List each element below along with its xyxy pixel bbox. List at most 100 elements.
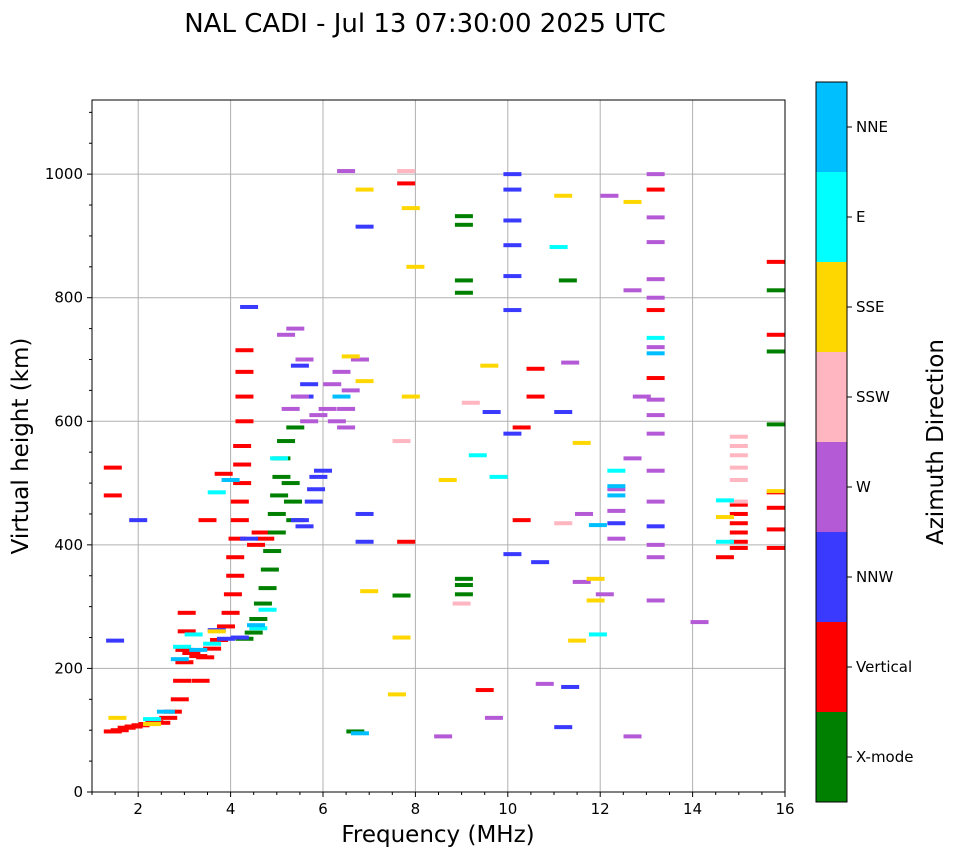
data-point-w [484, 715, 503, 720]
data-point-x-mode [558, 278, 577, 283]
data-point-w [341, 388, 360, 393]
data-point-vertical [766, 545, 785, 550]
data-point-ssw [392, 439, 411, 444]
data-point-vertical [170, 697, 189, 702]
data-point-ssw [729, 499, 748, 504]
data-point-x-mode [272, 474, 291, 479]
data-point-x-mode [283, 499, 302, 504]
data-point-sse [406, 264, 425, 269]
data-point-nnw [230, 635, 249, 640]
data-point-nnw [355, 224, 374, 229]
data-point-x-mode [766, 349, 785, 354]
data-point-w [646, 431, 665, 436]
data-point-nne [170, 657, 189, 662]
data-point-x-mode [253, 601, 272, 606]
data-point-sse [108, 715, 127, 720]
data-point-nnw [355, 511, 374, 516]
data-point-vertical [646, 187, 665, 192]
data-point-vertical [526, 366, 545, 371]
colorbar-label-nne: NNE [856, 118, 888, 136]
data-point-nnw [216, 636, 235, 641]
data-point-vertical [233, 481, 252, 486]
data-point-w [575, 511, 594, 516]
colorbar-swatch [816, 262, 847, 352]
data-point-sse [586, 598, 605, 603]
data-point-x-mode [454, 290, 473, 295]
data-point-nnw [290, 518, 309, 523]
data-point-w [350, 357, 369, 362]
data-point-nne [247, 623, 266, 628]
data-point-e [646, 335, 665, 340]
y-axis: 0 200 400 600 800 1000 [45, 111, 92, 801]
data-point-w [332, 369, 351, 374]
data-point-vertical [766, 259, 785, 264]
data-point-nnw [503, 274, 522, 279]
x-tick-label: 2 [133, 800, 143, 818]
data-point-x-mode [244, 630, 263, 635]
data-point-vertical [103, 465, 122, 470]
data-point-w [607, 487, 626, 492]
data-point-w [290, 394, 309, 399]
data-point-vertical [152, 720, 171, 725]
data-point-sse [554, 193, 573, 198]
data-point-vertical [226, 573, 245, 578]
colorbar-swatch [816, 532, 847, 622]
colorbar-label-sse: SSE [856, 298, 885, 316]
colorbar-swatch [816, 712, 847, 802]
data-point-nnw [240, 304, 259, 309]
data-point-sse [715, 515, 734, 520]
chart-title: NAL CADI - Jul 13 07:30:00 2025 UTC [184, 9, 666, 39]
data-point-x-mode [454, 583, 473, 588]
data-point-w [646, 468, 665, 473]
data-point-vertical [177, 629, 196, 634]
data-point-e [184, 632, 203, 637]
data-point-w [632, 394, 651, 399]
colorbar: X-mode Vertical NNW W SSW SSE E NNE [815, 81, 913, 803]
data-point-w [607, 536, 626, 541]
data-point-vertical [216, 624, 235, 629]
data-point-w [690, 620, 709, 625]
data-point-x-mode [454, 222, 473, 227]
x-axis: 2 4 6 8 10 12 14 16 [91, 792, 795, 818]
data-point-vertical [256, 536, 275, 541]
data-point-nne [646, 351, 665, 356]
data-point-w [295, 357, 314, 362]
data-point-x-mode [454, 592, 473, 597]
plot-frame [91, 99, 786, 793]
data-point-vertical [175, 647, 194, 652]
data-point-vertical [235, 369, 254, 374]
data-point-e [468, 453, 487, 458]
data-point-vertical [235, 348, 254, 353]
data-point-x-mode [249, 617, 268, 621]
data-point-nnw [554, 725, 573, 730]
data-point-w [561, 360, 580, 365]
data-point-x-mode [766, 422, 785, 427]
data-point-e [489, 474, 508, 479]
data-point-vertical [221, 610, 240, 615]
data-point-vertical [251, 530, 270, 535]
data-point-nnw [240, 536, 259, 541]
data-point-vertical [235, 419, 254, 424]
plot-grid [92, 100, 786, 793]
data-point-x-mode [392, 593, 411, 598]
data-point-sse [572, 440, 591, 445]
data-point-vertical [766, 527, 785, 532]
y-tick-label: 0 [73, 783, 83, 801]
colorbar-label: Azimuth Direction [923, 339, 949, 545]
colorbar-label-ssw: SSW [856, 388, 890, 406]
data-point-ssw [729, 453, 748, 458]
data-point-vertical [715, 555, 734, 560]
x-tick-label: 10 [498, 800, 517, 818]
data-point-e [607, 468, 626, 473]
data-point-vertical [729, 521, 748, 526]
data-point-w [607, 508, 626, 513]
data-point-nnw [607, 521, 626, 526]
data-point-w [646, 345, 665, 350]
data-point-vertical [230, 518, 249, 523]
data-point-x-mode [258, 586, 277, 591]
data-point-x-mode [286, 425, 305, 430]
data-point-w [286, 326, 305, 331]
data-point-x-mode [454, 278, 473, 283]
colorbar-label-w: W [856, 478, 871, 496]
data-point-vertical [214, 471, 233, 476]
